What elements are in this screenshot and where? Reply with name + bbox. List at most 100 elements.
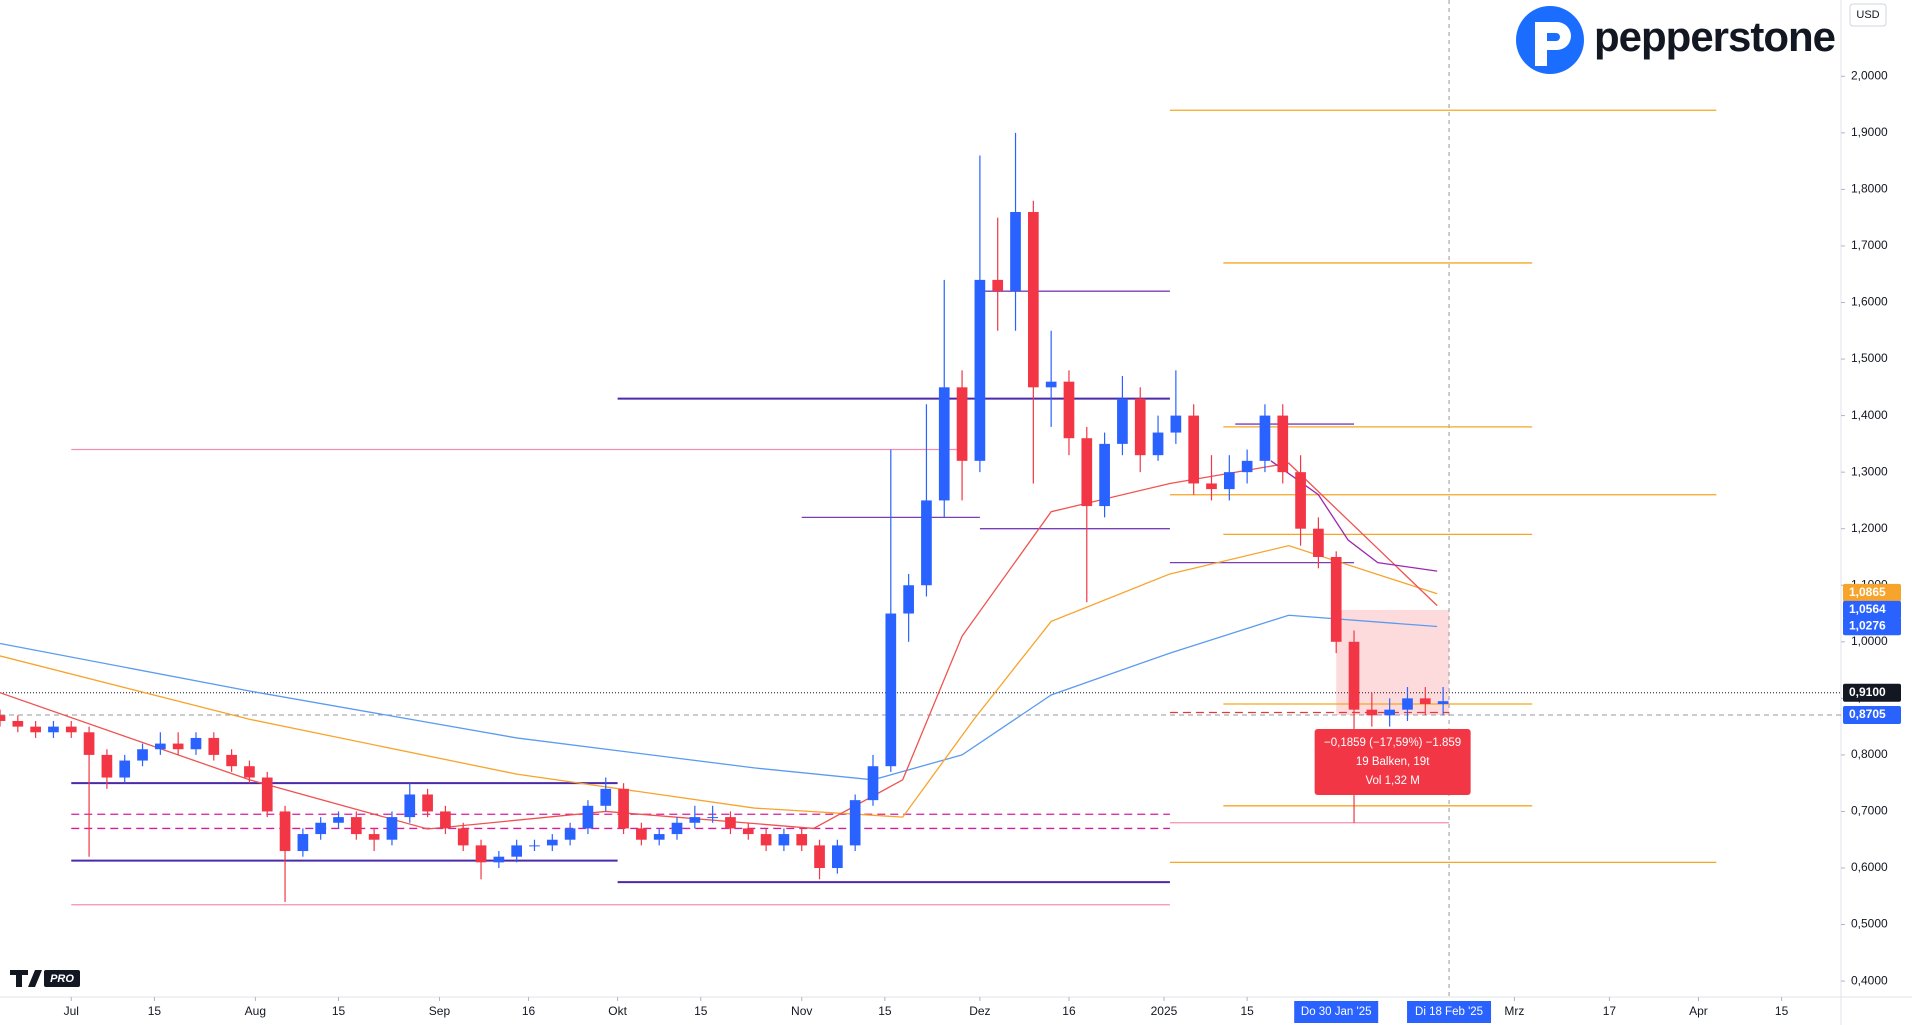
candle-body [1223,472,1235,490]
candle-body [48,726,59,733]
candle-body [903,585,914,614]
candle-body [386,817,398,840]
x-tick-label: 15 [148,1004,162,1018]
candle-body [1277,415,1289,473]
candle-body [440,811,451,829]
price-badge [1843,683,1901,702]
x-tick-label: 16 [1062,1004,1076,1018]
x-tick-label: Okt [608,1004,627,1018]
y-tick-label: 1,8000 [1851,182,1888,196]
currency-box[interactable] [1849,3,1887,27]
candle-body [956,387,968,461]
candle-body [671,822,683,835]
candle-body [261,777,273,812]
candle-body [172,743,184,750]
price-badge-label: 1,0276 [1849,618,1886,632]
price-badge [1843,617,1901,636]
candle-body [867,766,879,801]
tv-badge-box [44,970,80,987]
candle-body [1295,472,1306,529]
x-tick-label: 15 [694,1004,708,1018]
candle-body [137,749,148,761]
brand-logo: pepperstone [1516,6,1836,74]
candle-body [1117,398,1128,444]
candle-body [1384,709,1396,716]
x-tick-label: Mrz [1504,1004,1524,1018]
candle-body [546,839,558,846]
candle-body [1437,701,1449,705]
y-tick-label: 1,9000 [1851,125,1888,139]
x-tick-label: 2025 [1151,1004,1178,1018]
candle-body [778,834,790,846]
price-badge [1843,583,1901,602]
candle-body [564,828,576,840]
y-tick-label: 1,5000 [1851,351,1888,365]
candle-body [1206,483,1217,490]
currency: USD [1856,9,1879,21]
price-badge [1843,600,1901,619]
candle-body [190,737,202,750]
x-tick-label: Aug [245,1004,266,1018]
brand-name: pepperstone [1594,13,1835,60]
candle-body [636,828,647,840]
candle-body [618,788,629,829]
x-tick-label: 15 [1240,1004,1254,1018]
candle-body [582,805,594,829]
ma-line [0,462,1438,830]
x-tick-label: 17 [1603,1004,1617,1018]
candle-body [422,794,433,812]
candle-body [1313,528,1324,557]
candle-body [1152,432,1164,456]
date-highlight [1407,1001,1492,1023]
tv-badge: PRO [50,973,74,985]
candle-body [1366,709,1378,716]
y-tick-label: 0,8000 [1851,747,1888,761]
x-tick-label: Nov [791,1004,812,1018]
price-badge-label: 1,0865 [1849,585,1886,599]
measure-info-text: 19 Balken, 19t [1356,756,1430,768]
candle-body [1081,438,1093,507]
y-tick-label: 1,3000 [1851,464,1888,478]
candle-body [333,817,344,823]
y-tick-label: 2,0000 [1851,68,1888,82]
candle-body [707,817,718,819]
candle-body [1419,698,1431,705]
candle-body [814,845,825,868]
logo-icon [1516,6,1584,74]
tv-mark [10,970,42,987]
candle-body [653,834,665,840]
y-tick-label: 1,0000 [1851,634,1888,648]
candle-body [1188,415,1200,484]
candle-body [226,754,237,767]
candle-body [155,743,166,750]
ma-line [0,614,1438,781]
y-tick-label: 1,6000 [1851,295,1888,309]
candle-body [938,387,950,501]
measure-info [1314,729,1471,796]
candle-body [992,279,1004,292]
candle-body [760,834,772,846]
candle-body [315,822,327,835]
price-badge-label: 0,8705 [1849,707,1886,721]
candle-body [1063,381,1075,439]
logo-glyph [1535,22,1571,66]
y-tick-label: 0,4000 [1851,973,1888,987]
candle-body [12,720,24,727]
price-badge-label: 0,9100 [1849,685,1886,699]
measure-info-text: Vol 1,32 M [1365,775,1419,787]
date-highlight [1294,1001,1379,1023]
candle-body [208,737,220,755]
candle-body [350,817,362,835]
candle-body [1348,641,1360,710]
candle-body [1027,212,1039,388]
candle-body [529,845,540,847]
x-tick-label: 16 [522,1004,536,1018]
price-badge-label: 1,0564 [1849,602,1886,616]
candle-body [1045,381,1057,388]
plot: −0,1859 (−17,59%) −1.859 19 Balken, 19t Vo… [0,0,1841,997]
candle-body [1241,460,1253,473]
ma-line [0,544,1438,818]
candle-body [475,845,487,863]
